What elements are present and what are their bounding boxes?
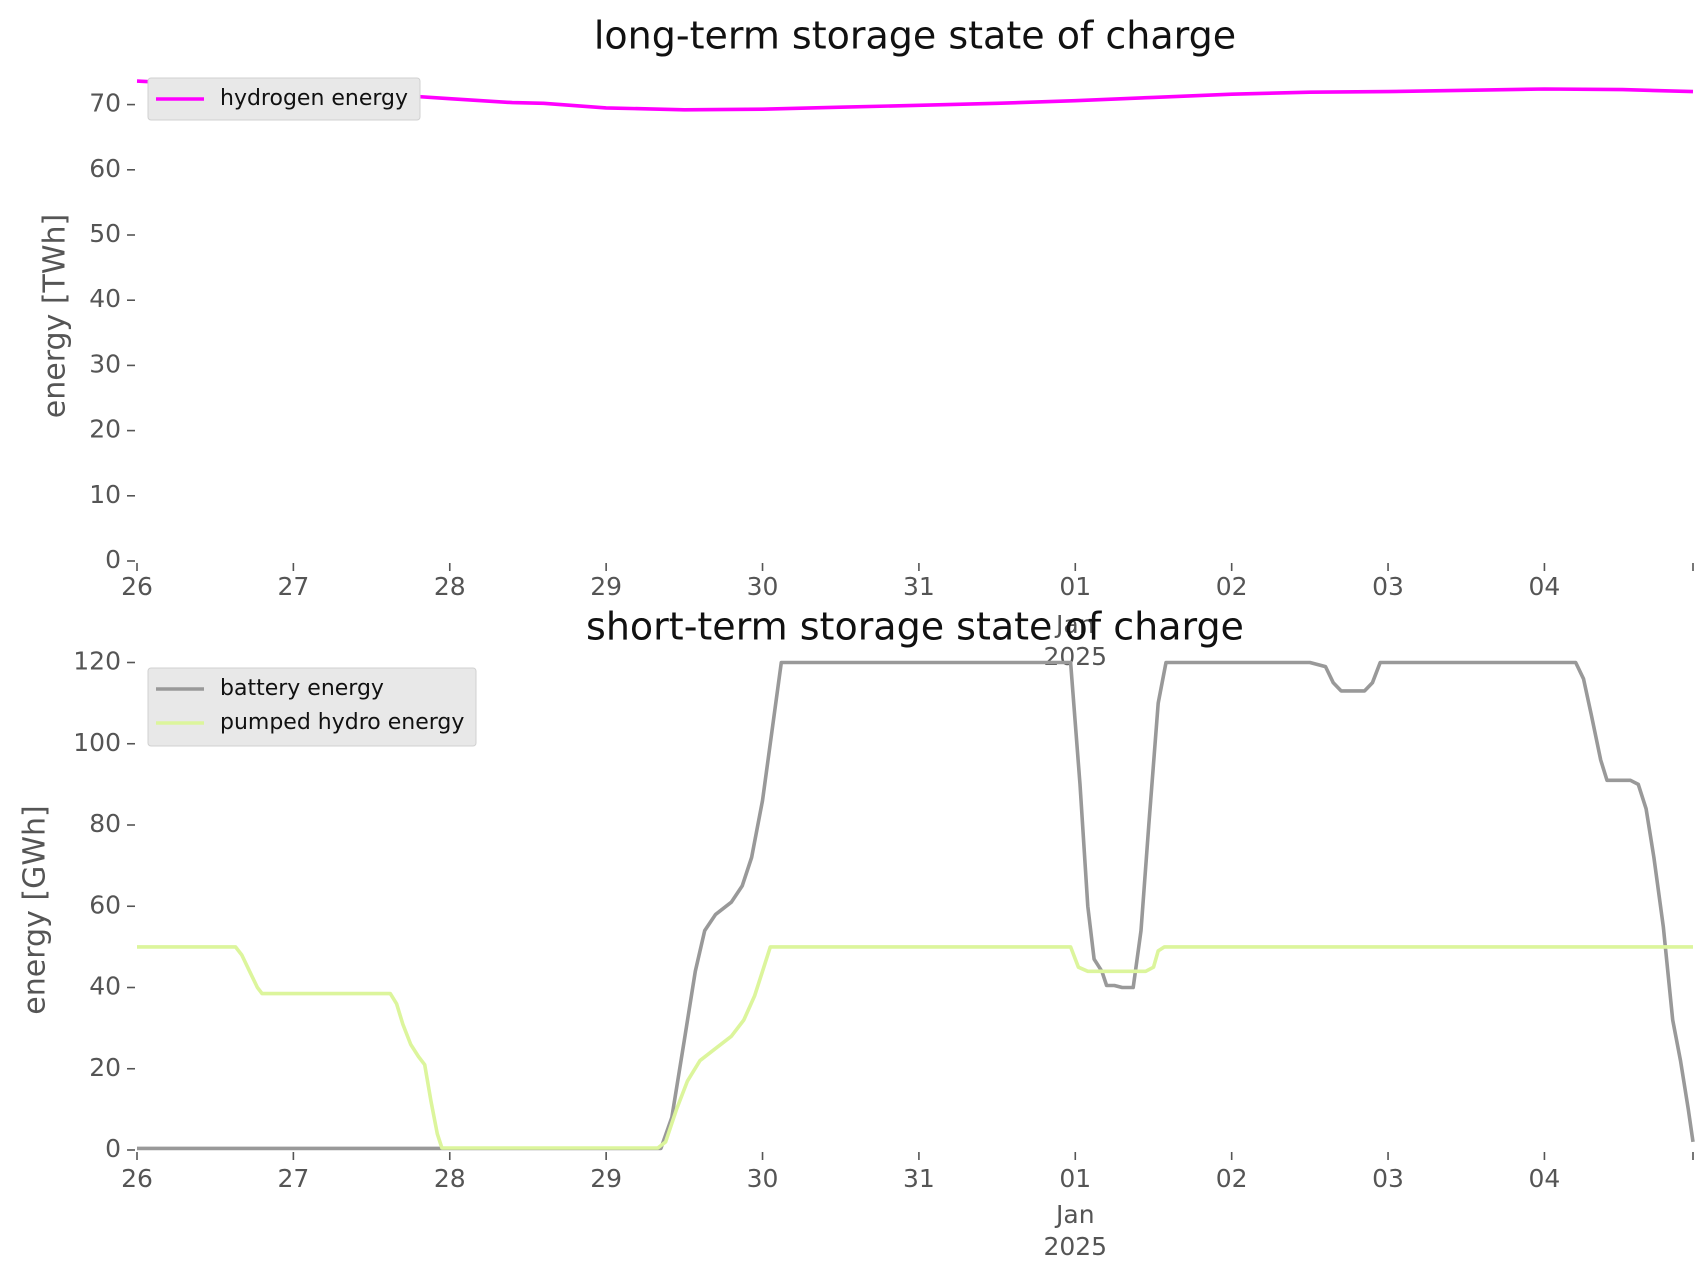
x-tick-label: 01 Jan 2025: [1043, 1164, 1107, 1261]
x-tick-label: 30: [747, 1164, 779, 1193]
legend-entry: pumped hydro energy: [220, 710, 464, 735]
x-tick-label: 31: [903, 572, 935, 601]
y-axis-label: energy [TWh]: [38, 214, 73, 418]
y-tick-label: 80: [89, 809, 121, 838]
y-tick-label: 20: [89, 1053, 121, 1082]
x-tick-label: 30: [747, 572, 779, 601]
y-tick-label: 60: [89, 890, 121, 919]
short-term-chart: short-term storage state of charge energy…: [18, 605, 1695, 1261]
y-tick-label: 40: [89, 284, 121, 313]
long-term-chart: long-term storage state of charge energy …: [38, 14, 1694, 671]
chart-title: short-term storage state of charge: [586, 605, 1244, 649]
legend: battery energy pumped hydro energy: [147, 667, 477, 747]
x-tick-label: 27: [277, 572, 309, 601]
y-tick-label: 0: [105, 545, 121, 574]
legend-box: [147, 77, 421, 121]
y-tick-label: 30: [89, 349, 121, 378]
x-tick-label: 28: [434, 1164, 466, 1193]
legend: hydrogen energy: [147, 77, 421, 121]
x-tick-label: 31: [903, 1164, 935, 1193]
x-tick-label: 03: [1372, 1164, 1404, 1193]
x-tick-label: 27: [277, 1164, 309, 1193]
y-tick-label: 40: [89, 972, 121, 1001]
y-tick-label: 20: [89, 415, 121, 444]
legend-entry: battery energy: [220, 676, 384, 701]
legend-box: [147, 667, 477, 747]
x-tick-label: 01 Jan 2025: [1043, 572, 1107, 671]
x-tick-label: 04: [1529, 1164, 1561, 1193]
y-tick-label: 60: [89, 154, 121, 183]
chart-title: long-term storage state of charge: [594, 14, 1236, 58]
series-line-pumped-hydro-energy: [137, 945, 1693, 1150]
x-tick-label: 26: [121, 572, 153, 601]
y-tick-label: 120: [73, 647, 121, 676]
series-line-battery-energy: [137, 660, 1695, 1151]
y-tick-label: 70: [89, 89, 121, 118]
legend-entry: hydrogen energy: [220, 86, 408, 111]
x-tick-label: 28: [434, 572, 466, 601]
x-tick-label: 02: [1216, 572, 1248, 601]
x-tick-label: 04: [1529, 572, 1561, 601]
x-tick-label: 29: [590, 1164, 622, 1193]
y-axis-label: energy [GWh]: [18, 805, 53, 1014]
y-tick-label: 0: [105, 1134, 121, 1163]
x-tick-label: 02: [1216, 1164, 1248, 1193]
y-tick-label: 10: [89, 480, 121, 509]
y-tick-label: 100: [73, 728, 121, 757]
x-tick-label: 03: [1372, 572, 1404, 601]
x-tick-label: 29: [590, 572, 622, 601]
y-tick-label: 50: [89, 219, 121, 248]
x-tick-label: 26: [121, 1164, 153, 1193]
